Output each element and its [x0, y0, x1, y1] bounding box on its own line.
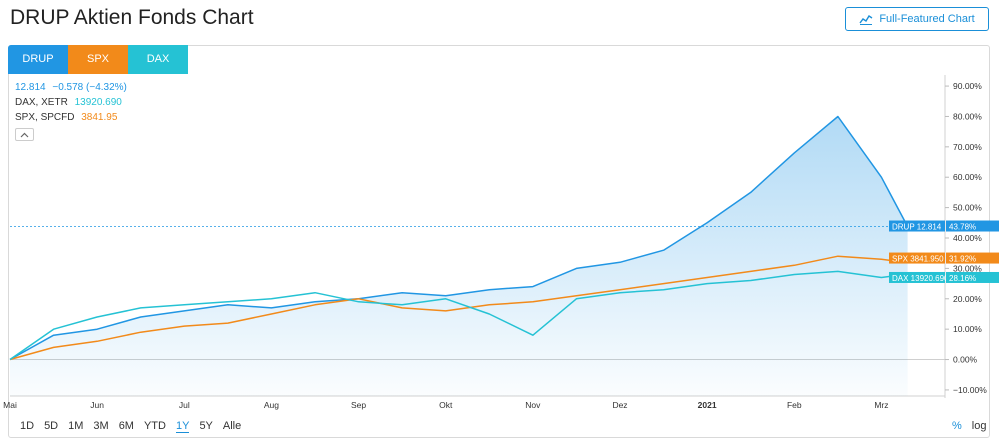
range-alle[interactable]: Alle [222, 420, 242, 432]
end-pct-dax: 28.16% [949, 274, 976, 283]
chart-icon [859, 14, 873, 25]
end-label-bg-drup [889, 220, 945, 232]
x-tick-label: Jun [90, 400, 104, 410]
x-tick-label: Nov [525, 400, 541, 410]
legend-collapse-button[interactable] [15, 128, 34, 141]
series-line-spx [9, 255, 908, 361]
range-5y[interactable]: 5Y [199, 420, 213, 432]
x-tick-label: Feb [787, 400, 802, 410]
y-tick-label: 70.00% [953, 142, 982, 152]
range-ytd[interactable]: YTD [143, 420, 166, 432]
tab-drup[interactable]: DRUP [8, 45, 68, 74]
range-3m[interactable]: 3M [93, 420, 109, 432]
end-label-drup: DRUP 12.814 [892, 223, 942, 232]
scale-options: % log [952, 420, 986, 432]
x-tick-label: Okt [439, 400, 453, 410]
y-tick-label: 0.00% [953, 355, 978, 365]
x-tick-label: Jul [179, 400, 190, 410]
y-tick-label: 90.00% [953, 81, 982, 91]
range-5d[interactable]: 5D [44, 420, 59, 432]
range-1m[interactable]: 1M [68, 420, 84, 432]
y-tick-label: 10.00% [953, 324, 982, 334]
range-6m[interactable]: 6M [118, 420, 134, 432]
range-selector: 1D 5D 1M 3M 6M YTD 1Y 5Y Alle [20, 420, 241, 433]
end-pct-bg-dax [946, 271, 999, 283]
tab-spx[interactable]: SPX [68, 45, 128, 74]
end-pct-drup: 43.78% [949, 223, 976, 232]
scale-percent-toggle[interactable]: % [952, 420, 962, 432]
x-tick-label: Mai [3, 400, 17, 410]
chevron-up-icon [20, 132, 29, 137]
scale-log-toggle[interactable]: log [971, 420, 987, 432]
y-tick-label: 30.00% [953, 263, 982, 273]
end-pct-bg-spx [946, 252, 999, 264]
x-tick-label: Dez [612, 400, 627, 410]
y-tick-label: 20.00% [953, 294, 982, 304]
legend-spx: SPX, SPCFD 3841.95 [15, 110, 131, 125]
legend-spx-value: 3841.95 [81, 112, 118, 123]
series-line-dax [9, 270, 908, 361]
end-pct-bg-drup [946, 220, 999, 232]
chart-legend: 12.814 −0.578 (−4.32%) DAX, XETR 13920.6… [15, 80, 131, 125]
tab-dax[interactable]: DAX [128, 45, 188, 74]
y-tick-label: 50.00% [953, 203, 982, 213]
full-featured-chart-button[interactable]: Full-Featured Chart [845, 7, 989, 31]
end-label-dax: DAX 13920.690 [892, 274, 949, 283]
x-tick-label: Aug [264, 400, 279, 410]
page-title: DRUP Aktien Fonds Chart [10, 6, 254, 29]
legend-dax-value: 13920.690 [74, 97, 122, 108]
full-featured-chart-label: Full-Featured Chart [879, 13, 975, 25]
y-tick-label: 60.00% [953, 172, 982, 182]
legend-dax-name: DAX, XETR [15, 97, 68, 108]
x-tick-label: Sep [351, 400, 366, 410]
y-tick-label: 40.00% [953, 233, 982, 243]
y-tick-label: 80.00% [953, 111, 982, 121]
range-1d[interactable]: 1D [20, 420, 35, 432]
legend-dax: DAX, XETR 13920.690 [15, 95, 131, 110]
y-tick-label: −10.00% [953, 385, 987, 395]
end-label-spx: SPX 3841.950 [892, 255, 944, 264]
x-tick-label: 2021 [698, 400, 717, 410]
end-label-bg-dax [889, 271, 945, 283]
end-label-bg-spx [889, 252, 945, 264]
legend-drup-price: 12.814 [15, 82, 46, 93]
legend-drup: 12.814 −0.578 (−4.32%) [15, 80, 131, 95]
legend-drup-change: −0.578 (−4.32%) [52, 82, 127, 93]
legend-spx-name: SPX, SPCFD [15, 112, 75, 123]
x-tick-label: Mrz [874, 400, 888, 410]
range-1y[interactable]: 1Y [175, 420, 190, 433]
end-pct-spx: 31.92% [949, 255, 976, 264]
series-tabs: DRUP SPX DAX [8, 45, 188, 74]
series-area-drup [10, 116, 908, 396]
series-line-drup [9, 115, 909, 361]
